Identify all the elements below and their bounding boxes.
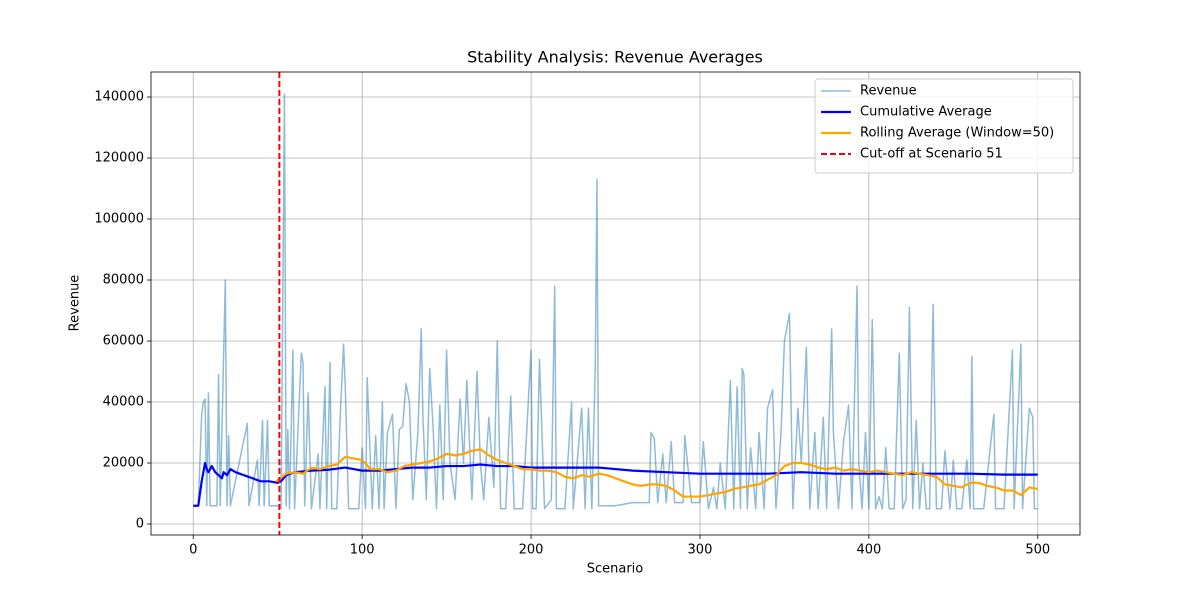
chart-title: Stability Analysis: Revenue Averages bbox=[467, 48, 763, 67]
x-axis-label: Scenario bbox=[587, 562, 644, 577]
x-tick-label: 300 bbox=[688, 543, 713, 558]
y-tick-label: 120000 bbox=[94, 151, 144, 166]
plot-frame bbox=[150, 71, 1081, 536]
x-tick-label: 0 bbox=[189, 543, 197, 558]
y-tick-label: 60000 bbox=[103, 334, 144, 349]
x-tick-label: 200 bbox=[519, 543, 544, 558]
legend-label: Rolling Average (Window=50) bbox=[860, 126, 1054, 141]
legend: Revenue Cumulative Average Rolling Average… bbox=[814, 78, 1074, 174]
series-line bbox=[193, 93, 1038, 510]
legend-label: Cumulative Average bbox=[860, 105, 992, 120]
x-tick-label: 500 bbox=[1025, 543, 1050, 558]
y-tick-label: 100000 bbox=[94, 212, 144, 227]
y-axis-label: Revenue bbox=[68, 275, 83, 332]
legend-label: Cut-off at Scenario 51 bbox=[860, 147, 1003, 162]
series-line bbox=[275, 448, 1038, 498]
y-tick-label: 40000 bbox=[103, 395, 144, 410]
y-tick-label: 20000 bbox=[103, 456, 144, 471]
y-tick-label: 0 bbox=[136, 517, 144, 532]
y-tick-label: 140000 bbox=[94, 90, 144, 105]
x-tick-label: 100 bbox=[350, 543, 375, 558]
legend-box bbox=[814, 78, 1074, 174]
series-line bbox=[193, 461, 1038, 507]
legend-label: Revenue bbox=[860, 84, 917, 99]
y-tick-label: 80000 bbox=[103, 273, 144, 288]
x-tick-label: 400 bbox=[856, 543, 881, 558]
